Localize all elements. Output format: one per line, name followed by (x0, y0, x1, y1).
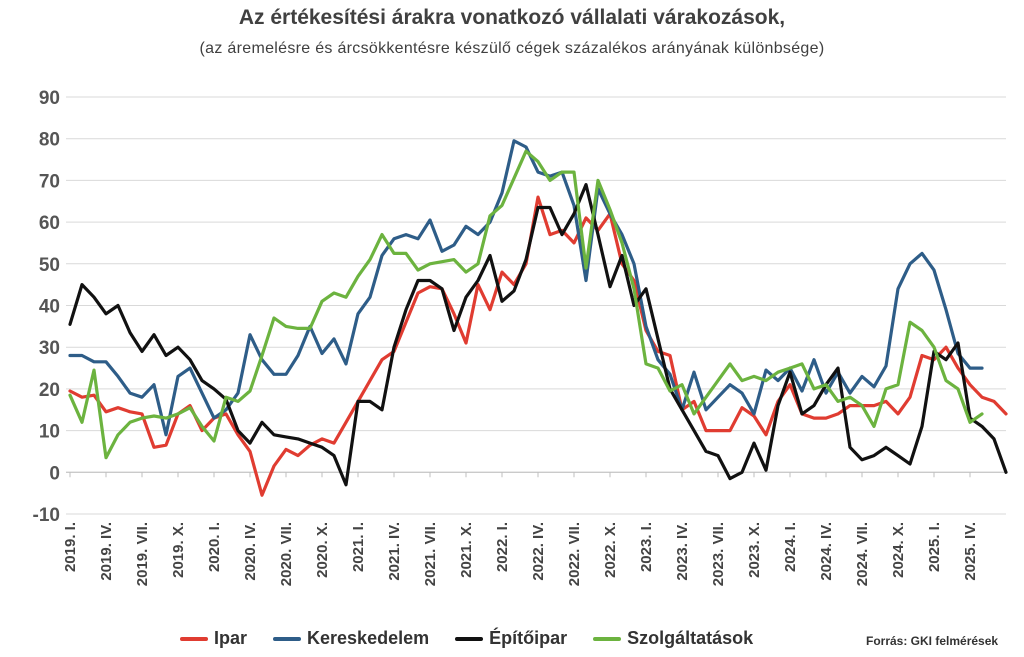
legend-item: Építőipar (455, 628, 567, 649)
y-tick-label: 20 (39, 380, 60, 401)
y-tick-label: 40 (39, 297, 60, 318)
x-tick-label: 2020. I. (206, 522, 223, 572)
x-tick-label: 2022. VII. (566, 522, 583, 586)
x-tick-label: 2024. X. (890, 522, 907, 578)
x-tick-label: 2023. IV. (674, 522, 691, 581)
y-tick-label: 60 (39, 213, 60, 234)
legend-swatch (273, 636, 302, 641)
x-tick-label: 2019. I. (62, 522, 79, 572)
y-tick-label: 90 (39, 88, 60, 109)
y-tick-label: 0 (49, 463, 60, 484)
line-chart: 90 80 70 60 50 40 30 20 10 0 -10 2019. I. 2019. IV.… (33, 88, 1008, 586)
x-tick-label: 2021. I. (350, 522, 367, 572)
series-line-ipar (68, 195, 1008, 497)
chart-title: Az értékesítési árakra vonatkozó vállala… (238, 6, 786, 29)
series-line-kereskedelem (68, 139, 984, 437)
x-axis-ticks: 2019. I. 2019. IV. 2019. VII. 2019. X. 2020.… (62, 472, 979, 586)
legend-swatch (593, 636, 622, 641)
legend-swatch (455, 636, 484, 641)
x-tick-label: 2023. VII. (710, 522, 727, 586)
x-tick-label: 2024. I. (782, 522, 799, 572)
legend-label: Építőipar (489, 628, 568, 648)
x-tick-label: 2019. IV. (98, 522, 115, 581)
x-tick-label: 2022. IV. (530, 522, 547, 581)
series-line-építőipar (68, 183, 1008, 487)
legend-label: Ipar (214, 628, 248, 648)
legend: Ipar Kereskedelem Építőipar Szolgáltatások (180, 628, 779, 649)
legend-item: Ipar (180, 628, 247, 649)
y-tick-label: 10 (39, 422, 60, 443)
legend-label: Szolgáltatások (627, 628, 754, 648)
x-tick-label: 2021. VII. (422, 522, 439, 586)
x-tick-label: 2024. IV. (818, 522, 835, 581)
series-line-szolgáltatások (68, 149, 984, 460)
x-tick-label: 2023. X. (746, 522, 763, 578)
y-tick-label: 80 (39, 130, 60, 151)
x-tick-label: 2022. X. (602, 522, 619, 578)
legend-item: Kereskedelem (273, 628, 429, 649)
x-tick-label: 2019. X. (170, 522, 187, 578)
x-tick-label: 2021. X. (458, 522, 475, 578)
series-lines (68, 139, 1008, 497)
y-tick-label: 50 (39, 255, 60, 276)
y-tick-label: 70 (39, 171, 60, 192)
y-tick-label: 30 (39, 338, 60, 359)
legend-label: Kereskedelem (307, 628, 430, 648)
x-tick-label: 2020. IV. (242, 522, 259, 581)
x-tick-label: 2025. IV. (962, 522, 979, 581)
x-tick-label: 2020. VII. (278, 522, 295, 586)
legend-swatch (180, 636, 208, 641)
x-tick-label: 2022. I. (494, 522, 511, 572)
source-note: Forrás: GKI felmérések (866, 634, 999, 648)
x-tick-label: 2020. X. (314, 522, 331, 578)
x-tick-label: 2023. I. (638, 522, 655, 572)
legend-item: Szolgáltatások (593, 628, 753, 649)
chart-subtitle: (az áremelésre és árcsökkentésre készülő… (199, 40, 825, 57)
x-tick-label: 2024. VII. (854, 522, 871, 586)
x-tick-label: 2025. I. (926, 522, 943, 572)
y-axis-ticks: 90 80 70 60 50 40 30 20 10 0 -10 (33, 88, 60, 526)
y-tick-label: -10 (33, 505, 60, 526)
x-tick-label: 2021. IV. (386, 522, 403, 581)
x-tick-label: 2019. VII. (134, 522, 151, 586)
